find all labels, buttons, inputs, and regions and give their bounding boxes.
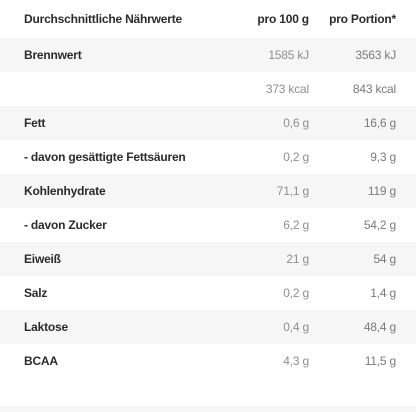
row-label: Eiweiß <box>0 242 226 276</box>
row-value-100g: 71,1 g <box>225 174 309 208</box>
table-bottom-strip <box>0 406 416 412</box>
row-value-portion: 16,6 g <box>308 106 416 140</box>
nutrition-table: Durchschnittliche Nährwerte pro 100 g pr… <box>0 0 416 378</box>
table-row-laktose: Laktose 0,4 g 48,4 g <box>0 310 416 344</box>
row-label: - davon Zucker <box>0 208 226 242</box>
row-value-portion: 54 g <box>308 242 416 276</box>
row-value-portion: 54,2 g <box>308 208 416 242</box>
row-label: - davon gesättigte Fettsäuren <box>0 140 226 174</box>
row-value-100g: 0,2 g <box>225 140 309 174</box>
row-value-100g: 4,3 g <box>225 344 309 378</box>
row-value-100g: 21 g <box>225 242 309 276</box>
header-row: Durchschnittliche Nährwerte pro 100 g pr… <box>0 0 416 38</box>
row-value-portion: 48,4 g <box>308 310 416 344</box>
row-value-portion: 11,5 g <box>308 344 416 378</box>
row-label <box>0 72 226 106</box>
table-row-brennwert-kj: Brennwert 1585 kJ 3563 kJ <box>0 38 416 72</box>
row-value-100g: 1585 kJ <box>225 38 309 72</box>
header-per-100g: pro 100 g <box>225 0 309 38</box>
row-value-portion: 119 g <box>308 174 416 208</box>
table-row-gesaettigte-fettsaeuren: - davon gesättigte Fettsäuren 0,2 g 9,3 … <box>0 140 416 174</box>
table-row-eiweiss: Eiweiß 21 g 54 g <box>0 242 416 276</box>
row-label: Kohlenhydrate <box>0 174 226 208</box>
row-value-100g: 6,2 g <box>225 208 309 242</box>
row-value-100g: 0,6 g <box>225 106 309 140</box>
row-label: Brennwert <box>0 38 226 72</box>
table-header: Durchschnittliche Nährwerte pro 100 g pr… <box>0 0 416 38</box>
table-row-bcaa: BCAA 4,3 g 11,5 g <box>0 344 416 378</box>
row-label: BCAA <box>0 344 226 378</box>
row-value-100g: 0,2 g <box>225 276 309 310</box>
row-value-100g: 373 kcal <box>225 72 309 106</box>
row-label: Laktose <box>0 310 226 344</box>
row-value-100g: 0,4 g <box>225 310 309 344</box>
table-row-fett: Fett 0,6 g 16,6 g <box>0 106 416 140</box>
table-row-zucker: - davon Zucker 6,2 g 54,2 g <box>0 208 416 242</box>
table-row-salz: Salz 0,2 g 1,4 g <box>0 276 416 310</box>
header-nutrient: Durchschnittliche Nährwerte <box>0 0 226 38</box>
table-row-brennwert-kcal: 373 kcal 843 kcal <box>0 72 416 106</box>
row-label: Fett <box>0 106 226 140</box>
row-value-portion: 3563 kJ <box>308 38 416 72</box>
row-label: Salz <box>0 276 226 310</box>
table-row-kohlenhydrate: Kohlenhydrate 71,1 g 119 g <box>0 174 416 208</box>
row-value-portion: 9,3 g <box>308 140 416 174</box>
row-value-portion: 1,4 g <box>308 276 416 310</box>
row-value-portion: 843 kcal <box>308 72 416 106</box>
table-body: Brennwert 1585 kJ 3563 kJ 373 kcal 843 k… <box>0 38 416 378</box>
header-per-portion: pro Portion* <box>308 0 416 38</box>
